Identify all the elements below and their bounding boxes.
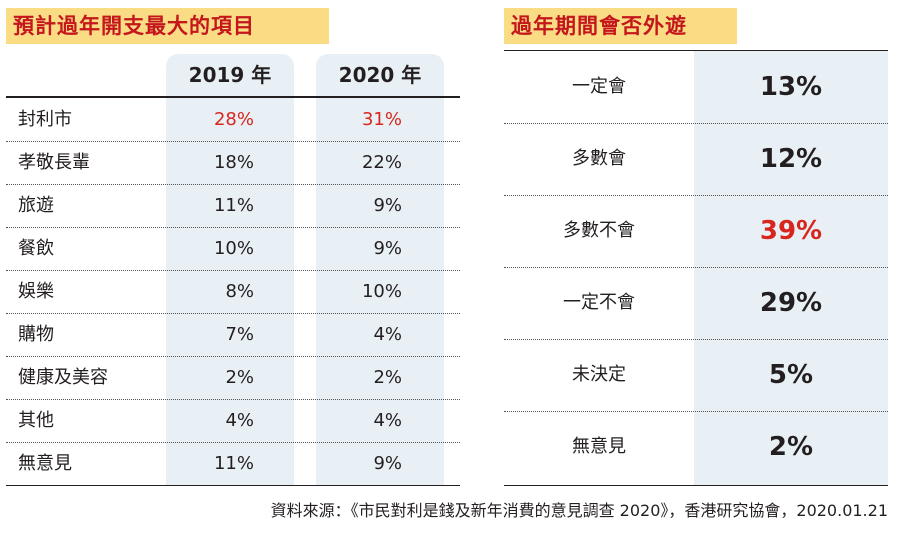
table-row: 購物 7% 4%: [6, 313, 460, 357]
table-row: 封利市 28% 31%: [6, 98, 460, 142]
value-2019: 10%: [213, 238, 254, 259]
header-divider: [6, 96, 460, 98]
value-2020: 9%: [373, 238, 402, 259]
row-label: 健康及美容: [18, 367, 108, 388]
row-label: 無意見: [18, 453, 72, 474]
spending-table: 2019 年 2020 年 封利市 28% 31% 孝敬長輩 18% 22% 旅遊 11% 9%…: [6, 54, 460, 486]
row-value: 5%: [768, 360, 814, 390]
row-label: 購物: [18, 324, 54, 345]
value-2020: 4%: [373, 324, 402, 345]
value-2019: 11%: [213, 453, 254, 474]
row-label: 娛樂: [18, 281, 54, 302]
column-header-2019: 2019 年: [188, 63, 272, 87]
table-bottom-rule: [6, 485, 460, 486]
value-2019: 4%: [225, 410, 254, 431]
row-label: 其他: [18, 410, 54, 431]
row-label: 孝敬長輩: [18, 152, 90, 173]
table-row: 多數不會 39%: [504, 195, 888, 268]
table-row: 無意見 11% 9%: [6, 442, 460, 485]
value-2019: 18%: [213, 152, 254, 173]
table-row: 未決定 5%: [504, 339, 888, 412]
value-2020: 10%: [361, 281, 402, 302]
value-2020: 9%: [373, 453, 402, 474]
row-label: 未決定: [572, 364, 626, 385]
value-2020: 22%: [361, 152, 402, 173]
table-row: 健康及美容 2% 2%: [6, 356, 460, 400]
row-value: 2%: [768, 432, 814, 462]
row-label: 餐飲: [18, 238, 54, 259]
column-header-2020: 2020 年: [338, 63, 422, 87]
row-label: 一定會: [572, 76, 626, 97]
row-label: 多數會: [572, 148, 626, 169]
table-row: 一定不會 29%: [504, 267, 888, 340]
value-2019: 28%: [213, 109, 254, 130]
left-chart-title: 預計過年開支最大的項目: [6, 8, 329, 44]
table-row: 娛樂 8% 10%: [6, 270, 460, 314]
table-row: 其他 4% 4%: [6, 399, 460, 443]
value-2020: 9%: [373, 195, 402, 216]
row-label: 多數不會: [563, 220, 635, 241]
table-row: 孝敬長輩 18% 22%: [6, 141, 460, 185]
row-value: 13%: [759, 72, 823, 102]
value-2020: 4%: [373, 410, 402, 431]
table-row: 多數會 12%: [504, 123, 888, 196]
table-row: 無意見 2%: [504, 411, 888, 483]
value-2019: 8%: [225, 281, 254, 302]
table-row: 旅遊 11% 9%: [6, 184, 460, 228]
value-2020: 2%: [373, 367, 402, 388]
source-note: 資料來源：《市民對利是錢及新年消費的意見調查 2020》，香港研究協會，2020…: [270, 501, 888, 520]
value-2019: 2%: [225, 367, 254, 388]
row-label: 封利市: [18, 109, 72, 130]
value-2019: 11%: [213, 195, 254, 216]
row-value: 29%: [759, 288, 823, 318]
value-2019: 7%: [225, 324, 254, 345]
table-row: 一定會 13%: [504, 51, 888, 124]
table-row: 餐飲 10% 9%: [6, 227, 460, 271]
row-value: 39%: [759, 216, 823, 246]
row-label: 一定不會: [563, 292, 635, 313]
row-value: 12%: [759, 144, 823, 174]
row-label: 無意見: [572, 436, 626, 457]
value-2020: 31%: [361, 109, 402, 130]
table-bottom-rule: [504, 485, 888, 486]
row-label: 旅遊: [18, 195, 54, 216]
table-top-rule: [504, 50, 888, 51]
right-chart-title: 過年期間會否外遊: [504, 8, 737, 44]
travel-table: 一定會 13% 多數會 12% 多數不會 39% 一定不會 29% 未決定 5% 無意見 2%: [504, 50, 888, 486]
